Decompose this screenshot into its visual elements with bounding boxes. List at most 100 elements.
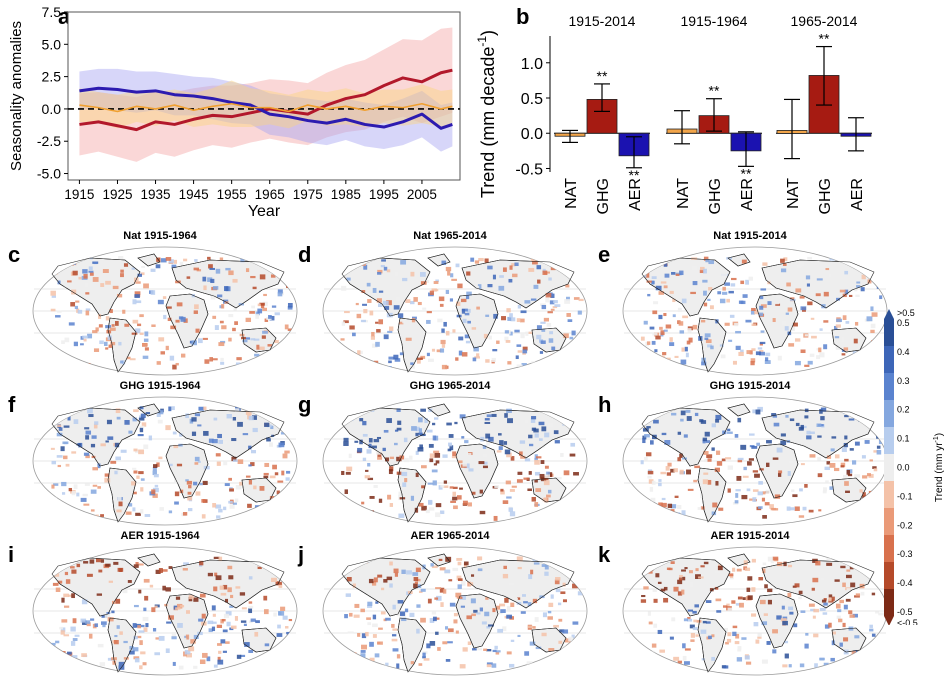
trend-cell bbox=[805, 632, 809, 636]
trend-cell bbox=[836, 297, 840, 301]
trend-cell bbox=[224, 286, 229, 292]
trend-cell bbox=[116, 416, 121, 420]
trend-cell bbox=[460, 580, 466, 586]
trend-cell bbox=[547, 489, 552, 494]
trend-cell bbox=[844, 458, 849, 462]
trend-cell bbox=[452, 567, 459, 572]
trend-cell bbox=[862, 495, 866, 499]
trend-cell bbox=[90, 443, 96, 448]
trend-cell bbox=[474, 356, 480, 359]
trend-cell bbox=[375, 450, 381, 455]
trend-cell bbox=[793, 623, 798, 628]
trend-cell bbox=[231, 437, 237, 442]
trend-cell bbox=[346, 501, 351, 506]
trend-cell bbox=[121, 360, 126, 365]
trend-cell bbox=[660, 471, 667, 475]
colorbar-swatch bbox=[884, 481, 894, 508]
trend-cell bbox=[137, 323, 142, 327]
trend-cell bbox=[51, 484, 55, 489]
trend-cell bbox=[115, 598, 121, 604]
trend-cell bbox=[825, 268, 830, 271]
trend-cell bbox=[71, 490, 76, 496]
trend-cell bbox=[217, 659, 224, 665]
trend-cell bbox=[520, 310, 527, 314]
trend-cell bbox=[786, 506, 791, 511]
trend-cell bbox=[157, 419, 163, 424]
trend-cell bbox=[225, 267, 231, 271]
trend-cell bbox=[760, 330, 765, 333]
trend-cell bbox=[97, 486, 101, 489]
trend-cell bbox=[665, 466, 670, 471]
trend-cell bbox=[248, 464, 252, 467]
coastline bbox=[397, 317, 427, 373]
trend-cell bbox=[73, 419, 79, 425]
trend-cell bbox=[371, 331, 375, 337]
trend-cell bbox=[209, 357, 213, 362]
trend-cell bbox=[403, 437, 408, 443]
trend-cell bbox=[572, 583, 578, 589]
trend-cell bbox=[741, 637, 747, 640]
trend-cell bbox=[199, 593, 206, 598]
trend-cell bbox=[282, 615, 288, 620]
trend-cell bbox=[268, 508, 274, 512]
trend-cell bbox=[655, 573, 660, 578]
map-panel-e: e Nat 1915-2014 bbox=[598, 228, 890, 378]
trend-cell bbox=[492, 274, 496, 280]
y-label-text-b: Trend (mm decade bbox=[478, 47, 498, 198]
trend-cell bbox=[789, 326, 795, 332]
trend-cell bbox=[562, 582, 566, 587]
trend-cell bbox=[507, 361, 512, 365]
trend-cell bbox=[867, 646, 872, 650]
trend-cell bbox=[843, 347, 849, 351]
trend-cell bbox=[396, 612, 402, 617]
trend-cell bbox=[81, 620, 87, 625]
trend-cell bbox=[266, 437, 271, 442]
trend-cell bbox=[248, 608, 253, 614]
trend-cell bbox=[142, 616, 149, 622]
trend-cell bbox=[288, 500, 292, 504]
trend-cell bbox=[785, 414, 789, 418]
trend-cell bbox=[420, 355, 426, 359]
trend-cell bbox=[383, 266, 388, 271]
trend-cell bbox=[862, 475, 868, 479]
trend-cell bbox=[673, 656, 680, 661]
trend-cell bbox=[162, 585, 166, 591]
trend-cell bbox=[660, 281, 667, 284]
trend-cell bbox=[537, 291, 542, 297]
trend-cell bbox=[83, 452, 90, 456]
trend-cell bbox=[259, 346, 265, 350]
trend-cell bbox=[269, 475, 276, 479]
trend-cell bbox=[289, 257, 294, 262]
trend-cell bbox=[219, 320, 224, 324]
trend-cell bbox=[510, 602, 515, 608]
coastline bbox=[241, 327, 277, 353]
trend-cell bbox=[98, 324, 103, 328]
trend-cell bbox=[708, 260, 715, 265]
trend-cell bbox=[466, 308, 471, 313]
trend-cell bbox=[77, 309, 83, 314]
trend-cell bbox=[392, 604, 396, 610]
map-title: GHG 1915-1964 bbox=[119, 380, 201, 392]
trend-cell bbox=[346, 577, 352, 582]
trend-cell bbox=[813, 608, 819, 613]
trend-cell bbox=[341, 321, 346, 326]
trend-cell bbox=[846, 588, 851, 592]
trend-cell bbox=[568, 509, 575, 513]
trend-cell bbox=[448, 628, 454, 633]
trend-cell bbox=[800, 610, 806, 613]
trend-cell bbox=[734, 322, 739, 327]
trend-cell bbox=[464, 312, 470, 316]
trend-cell bbox=[766, 641, 771, 645]
trend-cell bbox=[171, 631, 177, 637]
trend-cell bbox=[776, 447, 783, 453]
trend-cell bbox=[724, 282, 730, 286]
trend-cell bbox=[695, 634, 699, 637]
trend-cell bbox=[718, 564, 722, 568]
trend-cell bbox=[213, 417, 218, 421]
trend-cell bbox=[728, 339, 733, 342]
trend-cell bbox=[717, 565, 723, 571]
trend-cell bbox=[409, 612, 415, 618]
trend-cell bbox=[543, 256, 548, 261]
trend-cell bbox=[92, 277, 99, 282]
trend-cell bbox=[267, 344, 272, 347]
